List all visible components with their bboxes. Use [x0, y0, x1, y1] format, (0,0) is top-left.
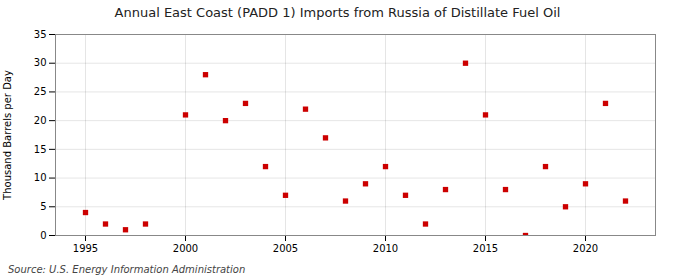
svg-text:10: 10	[34, 172, 47, 183]
svg-text:25: 25	[34, 86, 47, 97]
svg-text:Thousand Barrels per Day: Thousand Barrels per Day	[2, 70, 13, 201]
svg-text:30: 30	[34, 57, 47, 68]
svg-text:5: 5	[40, 201, 46, 212]
svg-text:2005: 2005	[273, 243, 298, 254]
svg-text:2020: 2020	[573, 243, 598, 254]
svg-text:2010: 2010	[373, 243, 398, 254]
svg-text:0: 0	[40, 230, 46, 241]
html-text:Source: U.S. Energy Informatio: Source: U.S. Energy Information Administ…	[8, 264, 246, 275]
svg-text:35: 35	[34, 29, 47, 40]
svg-text:15: 15	[34, 144, 47, 155]
svg-text:20: 20	[34, 115, 47, 126]
svg-text:2015: 2015	[473, 243, 498, 254]
html-text:Annual East Coast (PADD 1) Imp: Annual East Coast (PADD 1) Imports from …	[114, 5, 561, 20]
svg-text:1995: 1995	[73, 243, 98, 254]
svg-text:2000: 2000	[173, 243, 198, 254]
